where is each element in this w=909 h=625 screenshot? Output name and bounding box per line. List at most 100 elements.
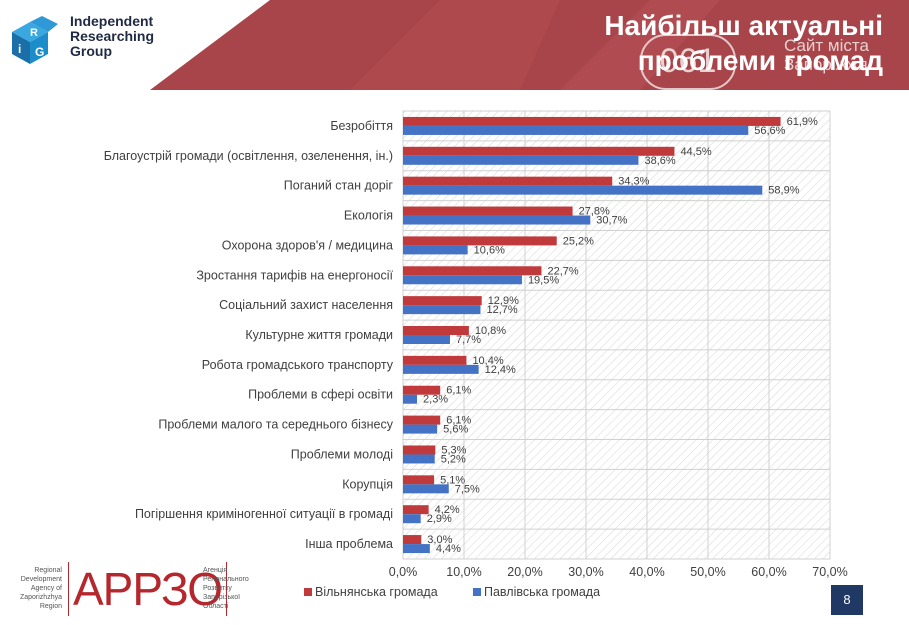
x-tick-label: 30,0% [568,565,603,579]
watermark-badge: 061 [640,34,736,90]
category-label: Інша проблема [305,537,393,551]
data-label: 2,9% [427,513,452,525]
bar-vilnianska [403,146,675,156]
bar-pavlivska [403,155,639,165]
watermark-line2: Запоріжжя [784,55,868,74]
bar-vilnianska [403,176,613,186]
arrzo-en-line: Agency of [30,585,62,592]
bar-pavlivska [403,544,430,554]
bar-pavlivska [403,394,418,404]
bar-pavlivska [403,364,479,374]
legend-label: Павлівська громада [484,585,600,599]
logo-letter-r: R [30,27,38,39]
bar-pavlivska [403,275,522,285]
category-label: Культурне життя громади [245,328,393,342]
title-line2: проблеми громад [637,45,883,76]
x-tick-label: 50,0% [690,565,725,579]
bar-vilnianska [403,296,482,306]
category-label: Проблеми малого та середнього бізнесу [158,418,393,432]
bar-pavlivska [403,305,481,315]
irg-logo-text: Independent Researching Group [70,14,154,59]
bar-vilnianska [403,266,542,276]
data-label: 5,6% [443,424,468,436]
arrzo-ua-line: Розвитку [203,585,232,592]
category-label: Погіршення криміногенної ситуації в гром… [135,507,393,521]
logo-text-line: Researching [70,28,155,44]
data-label: 12,4% [485,364,516,376]
bar-vilnianska [403,355,467,365]
arrzo-en-line: Development [20,576,62,583]
bar-pavlivska [403,215,591,225]
page-number-badge: 8 [831,585,863,615]
bar-vilnianska [403,385,441,395]
bar-pavlivska [403,125,749,135]
bar-pavlivska [403,335,450,344]
x-tick-label: 40,0% [629,565,664,579]
category-label: Робота громадського транспорту [202,358,394,372]
category-label: Соціальний захист населення [219,298,393,312]
data-label: 30,7% [596,215,627,227]
arrzo-ua-line: Регіонального [203,576,249,583]
x-tick-label: 10,0% [446,565,481,579]
bar-pavlivska [403,185,763,195]
arrzo-en-line: Region [39,603,62,610]
category-label: Охорона здоров'я / медицина [222,238,393,252]
legend-swatch [304,588,312,596]
category-label: Зростання тарифів на енергоносії [196,268,393,282]
data-label: 4,4% [436,543,461,555]
bar-vilnianska [403,445,436,455]
data-label: 3,0% [427,534,452,546]
data-label: 19,5% [528,274,559,286]
irg-logo: R i G [8,12,68,69]
data-label: 61,9% [787,116,818,128]
bar-chart: Безробіття 61,9%56,6% Благоустрій громади … [104,110,848,599]
data-label: 6,1% [446,385,471,397]
bar-vilnianska [403,116,781,126]
data-label: 5,1% [440,474,465,486]
logo-text-line: Independent [70,13,154,29]
arrzo-ua-line: Агенція [203,567,228,574]
data-label: 22,7% [547,265,578,277]
arrzo-en-line: Zaporizhzhya [19,594,62,601]
data-label: 2,3% [423,394,448,406]
logo-text-line: Group [70,43,112,59]
data-label: 56,6% [754,125,785,137]
category-label: Безробіття [330,119,393,133]
data-label: 34,3% [618,176,649,188]
data-label: 38,6% [644,155,675,167]
watermark-line1: Сайт міста [784,36,869,55]
legend-label: Вільнянська громада [315,585,438,599]
bar-vilnianska [403,505,429,515]
category-label: Поганий стан доріг [284,179,394,193]
arrzo-en-line: Regional [34,567,62,574]
data-label: 27,8% [579,206,610,218]
title-line1: Найбільш актуальні [604,10,883,41]
bar-vilnianska [403,475,435,485]
category-label: Корупція [342,477,393,491]
data-label: 10,6% [474,244,505,256]
data-label: 58,9% [768,185,799,197]
bar-vilnianska [403,326,469,335]
bar-vilnianska [403,535,422,545]
arrzo-english-text: Regional Development Agency of Zaporizhz… [6,566,62,611]
data-label: 10,8% [475,325,506,337]
arrzo-wordmark: АРРЗО [68,562,228,616]
legend-swatch [473,588,481,596]
bar-pavlivska [403,484,449,494]
x-tick-label: 20,0% [507,565,542,579]
arrzo-ukrainian-text: Агенція Регіонального Розвитку Запорізьк… [203,566,249,611]
bar-pavlivska [403,245,468,255]
x-tick-label: 0,0% [389,565,418,579]
data-label: 5,3% [441,444,466,456]
logo-letter-g: G [35,45,44,59]
x-tick-label: 60,0% [751,565,786,579]
page-title: Найбільш актуальні проблеми громад [523,8,883,78]
data-label: 5,2% [441,453,466,465]
data-label: 6,1% [446,415,471,427]
category-label: Проблеми молоді [291,447,393,461]
data-label: 10,4% [472,355,503,367]
bar-pavlivska [403,424,438,434]
category-label: Проблеми в сфері освіти [248,388,393,402]
data-label: 7,5% [455,483,480,495]
bar-pavlivska [403,514,421,524]
